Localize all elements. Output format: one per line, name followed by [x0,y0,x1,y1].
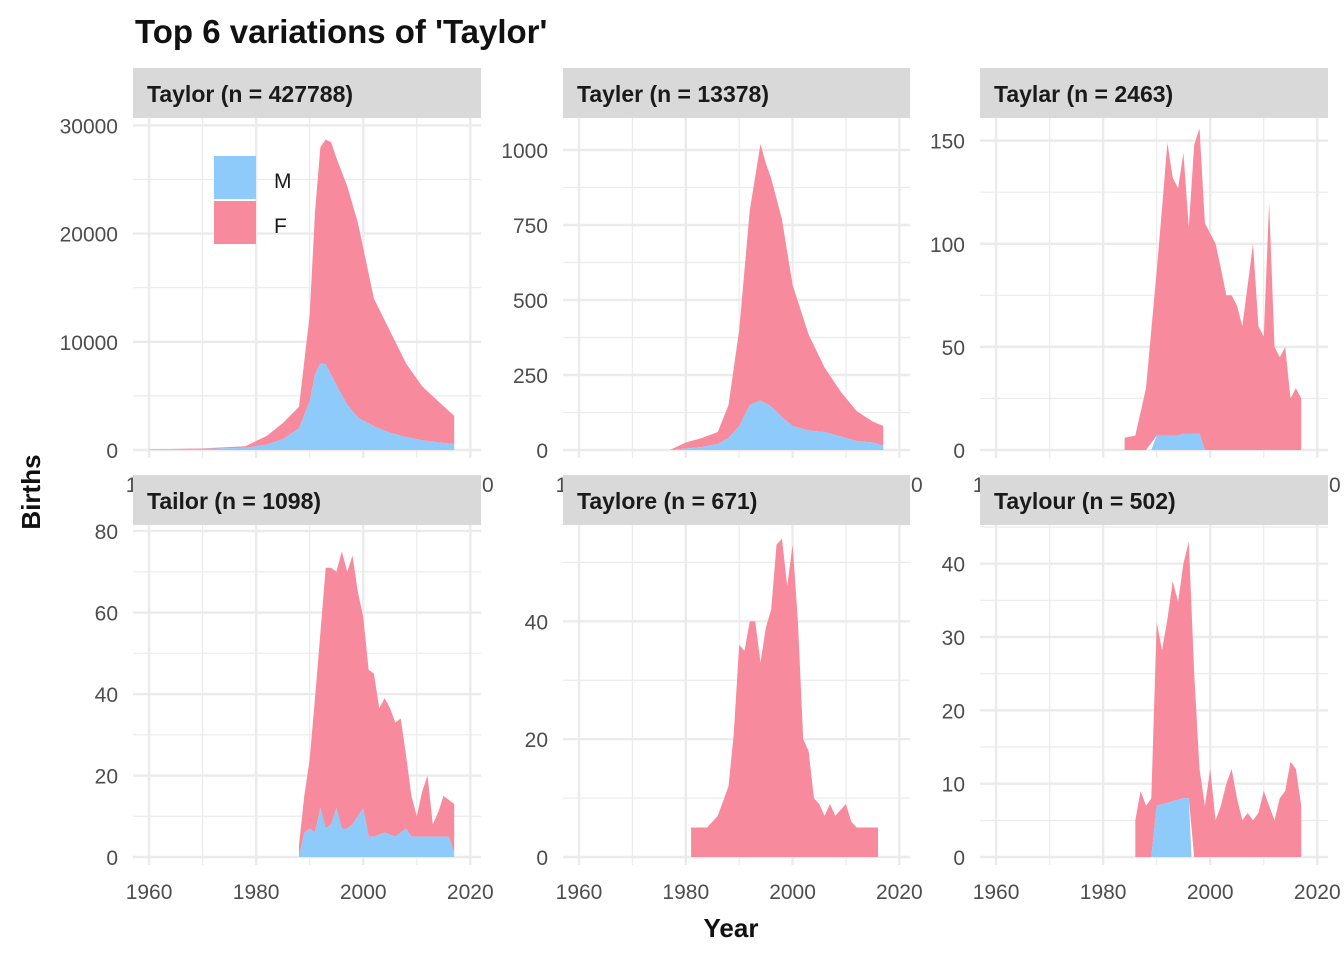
area-series-F [691,538,878,857]
y-tick-label: 20 [942,700,965,723]
y-tick-label: 10000 [60,332,118,355]
y-tick-label: 30 [942,627,965,650]
area-series-F [299,551,455,857]
legend-label-M: M [274,170,292,193]
facet-strip [133,475,481,525]
panel-3: Taylar (n = 2463)05010015019601980200020… [930,68,1341,497]
x-tick-label: 1980 [233,881,280,904]
area-series-F [149,139,455,450]
facet-strip-label: Taylour (n = 502) [994,488,1176,514]
y-tick-label: 40 [942,554,965,577]
x-axis-title: Year [704,913,759,943]
area-series-M [149,363,455,450]
y-tick-label: 50 [942,337,965,360]
x-tick-label: 1960 [556,881,603,904]
panel-4: Tailor (n = 1098) 0 20 40 60 80 1960 1980 2000 20… [95,475,494,904]
x-tick-label: 2000 [340,881,387,904]
panel-1: Taylor (n = 427788)010000200003000019601… [60,68,494,497]
y-tick-label: 0 [106,440,118,463]
area-series-M [299,808,455,857]
y-tick-label: 20000 [60,224,118,247]
facet-strip [980,475,1328,525]
legend: MF [214,156,292,244]
y-tick-label: 60 [95,603,118,626]
y-tick-label: 0 [106,847,118,870]
x-tick-label: 1960 [973,881,1020,904]
x-tick-label: 2000 [1187,881,1234,904]
x-tick-label: 1960 [126,881,173,904]
y-tick-label: 20 [525,729,548,752]
facet-strip-label: Tayler (n = 13378) [577,81,769,107]
x-tick-label: 2020 [1294,881,1341,904]
y-tick-label: 0 [536,847,548,870]
y-tick-label: 80 [95,521,118,544]
y-tick-label: 40 [525,611,548,634]
y-tick-label: 0 [953,440,965,463]
y-tick-label: 100 [930,234,965,257]
area-series-M [669,400,884,450]
x-tick-label: 2000 [769,881,816,904]
area-series-F [1124,128,1302,451]
legend-label-F: F [274,215,287,238]
x-tick-label: 2020 [876,881,923,904]
y-tick-label: 0 [953,847,965,870]
facet-strip [980,68,1328,118]
x-tick-label: 1980 [1080,881,1127,904]
panel-2: Tayler (n = 13378)0250500750100019601980… [501,68,923,497]
legend-key-M [214,156,256,199]
facet-strip-label: Taylore (n = 671) [577,488,757,514]
facet-strip [563,68,910,118]
y-tick-label: 20 [95,766,118,789]
area-series-F [669,144,884,450]
y-tick-label: 1000 [501,140,548,163]
legend-key-F [214,201,256,244]
y-tick-label: 250 [513,365,548,388]
chart-title: Top 6 variations of 'Taylor' [135,13,547,50]
x-tick-label: 2020 [447,881,494,904]
y-tick-label: 40 [95,684,118,707]
facet-strip-label: Taylor (n = 427788) [147,81,353,107]
facet-strip [133,68,481,118]
y-axis-title: Births [16,454,46,529]
y-tick-label: 0 [536,440,548,463]
area-series-M [1124,433,1302,450]
area-series-F [1135,541,1302,857]
panel-5: Taylore (n = 671) 0 20 40 1960 1980 2000 2020 [525,475,923,904]
facet-strip-label: Tailor (n = 1098) [147,488,321,514]
facet-strip-label: Taylar (n = 2463) [994,81,1173,107]
y-tick-label: 500 [513,290,548,313]
area-series-M [1135,798,1302,857]
x-tick-label: 1980 [662,881,709,904]
y-tick-label: 10 [942,774,965,797]
chart-panels: Taylor (n = 427788)010000200003000019601… [60,68,1341,904]
y-tick-label: 30000 [60,115,118,138]
y-tick-label: 150 [930,131,965,154]
y-tick-label: 750 [513,215,548,238]
facet-strip [563,475,910,525]
panel-6: Taylour (n = 502) 0 10 20 30 40 1960 1980 2000 20… [942,475,1341,904]
